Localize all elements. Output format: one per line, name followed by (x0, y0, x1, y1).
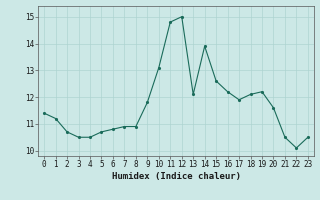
X-axis label: Humidex (Indice chaleur): Humidex (Indice chaleur) (111, 172, 241, 181)
